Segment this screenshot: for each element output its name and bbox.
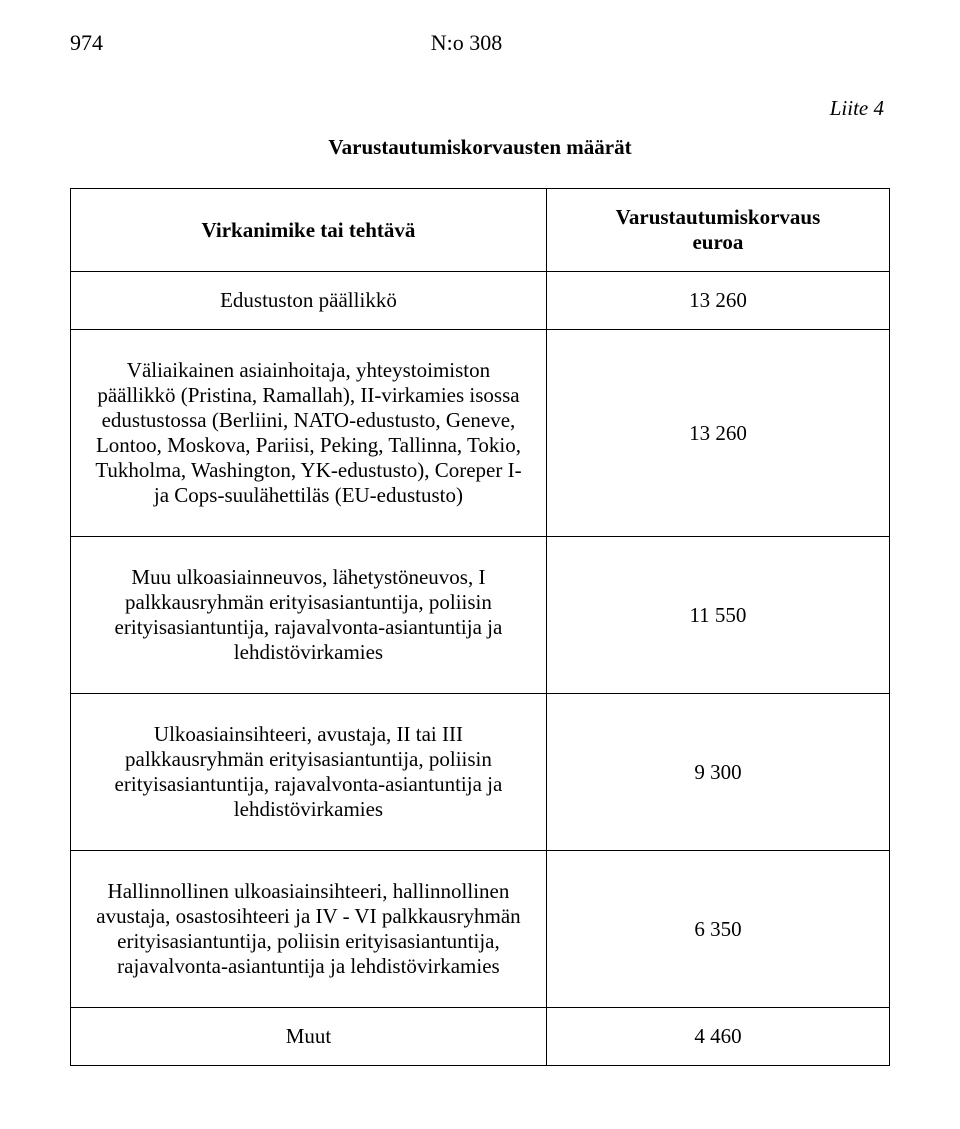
row-right-cell: 4 460 [546,1008,889,1066]
table-row: Hallinnollinen ulkoasiainsihteeri, halli… [71,851,890,1008]
subheader-right-cell: 13 260 [546,272,889,330]
table-subheader-row: Edustuston päällikkö 13 260 [71,272,890,330]
row-left-cell: Ulkoasiainsihteeri, avustaja, II tai III… [71,694,547,851]
page-number: 974 [70,30,103,56]
table-row: Muu ulkoasiainneuvos, lähetystöneuvos, I… [71,537,890,694]
table-row: Muut 4 460 [71,1008,890,1066]
header-right-top-cell: Varustautumiskorvaus [546,189,889,231]
subheader-left-cell: Edustuston päällikkö [71,272,547,330]
table-row: Väliaikainen asiainhoitaja, yhteystoimis… [71,330,890,537]
row-left-cell: Väliaikainen asiainhoitaja, yhteystoimis… [71,330,547,537]
compensation-table: Virkanimike tai tehtävä Varustautumiskor… [70,188,890,1066]
header-left-cell: Virkanimike tai tehtävä [71,189,547,272]
page-header: 974 N:o 308 [70,30,890,56]
row-right-cell: 9 300 [546,694,889,851]
document-number: N:o 308 [103,30,890,56]
attachment-label: Liite 4 [70,96,890,121]
table-header-row: Virkanimike tai tehtävä Varustautumiskor… [71,189,890,231]
row-left-cell: Hallinnollinen ulkoasiainsihteeri, halli… [71,851,547,1008]
section-title: Varustautumiskorvausten määrät [70,135,890,160]
row-right-cell: 6 350 [546,851,889,1008]
row-left-cell: Muut [71,1008,547,1066]
row-right-cell: 11 550 [546,537,889,694]
row-right-cell: 13 260 [546,330,889,537]
table-row: Ulkoasiainsihteeri, avustaja, II tai III… [71,694,890,851]
header-right-bottom-cell: euroa [546,230,889,272]
document-page: 974 N:o 308 Liite 4 Varustautumiskorvaus… [0,0,960,1106]
row-left-cell: Muu ulkoasiainneuvos, lähetystöneuvos, I… [71,537,547,694]
